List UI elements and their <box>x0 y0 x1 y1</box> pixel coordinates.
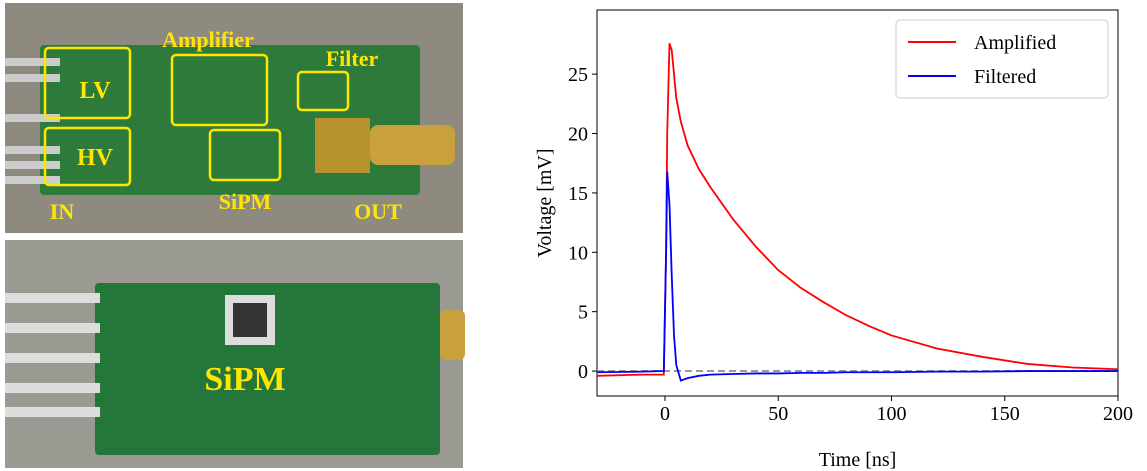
annotation: SiPM <box>219 189 272 214</box>
series-line <box>596 171 1118 382</box>
x-tick-label: 200 <box>1103 403 1133 425</box>
y-tick-label: 20 <box>568 124 588 146</box>
annotation: IN <box>50 199 75 224</box>
annotation: HV <box>77 145 114 171</box>
wires <box>5 293 100 417</box>
legend-label: Amplified <box>974 32 1056 54</box>
annotation: Filter <box>326 46 379 71</box>
y-tick-label: 25 <box>568 64 588 86</box>
pcb <box>95 283 440 455</box>
sma-connector <box>315 118 370 173</box>
sipm-die <box>233 303 267 337</box>
sma-thread <box>370 125 455 165</box>
y-tick-label: 0 <box>578 361 588 383</box>
x-tick-label: 150 <box>990 403 1020 425</box>
y-tick-label: 10 <box>568 242 588 264</box>
y-tick-label: 15 <box>568 183 588 205</box>
wires <box>5 58 60 184</box>
sma-end <box>440 310 465 360</box>
plot-frame <box>596 9 1119 397</box>
annotation: SiPM <box>204 361 285 398</box>
annotation: Amplifier <box>162 27 254 52</box>
legend-label: Filtered <box>974 66 1036 88</box>
x-tick-label: 100 <box>876 403 906 425</box>
legend-box <box>895 19 1109 99</box>
highlight-boxes <box>43 46 350 187</box>
bottom-photo: SiPM <box>5 240 465 468</box>
y-axis-label: Voltage [mV] <box>534 148 556 257</box>
series-line <box>596 42 1119 377</box>
y-tick-label: 5 <box>578 302 588 324</box>
x-tick-label: 0 <box>660 403 670 425</box>
top-photo: Amplifier Filter LV HV IN SiPM OUT <box>5 3 463 233</box>
x-axis-label: Time [ns] <box>819 449 897 471</box>
annotation: OUT <box>354 199 402 224</box>
annotation: LV <box>79 78 111 104</box>
x-tick-label: 50 <box>768 403 788 425</box>
